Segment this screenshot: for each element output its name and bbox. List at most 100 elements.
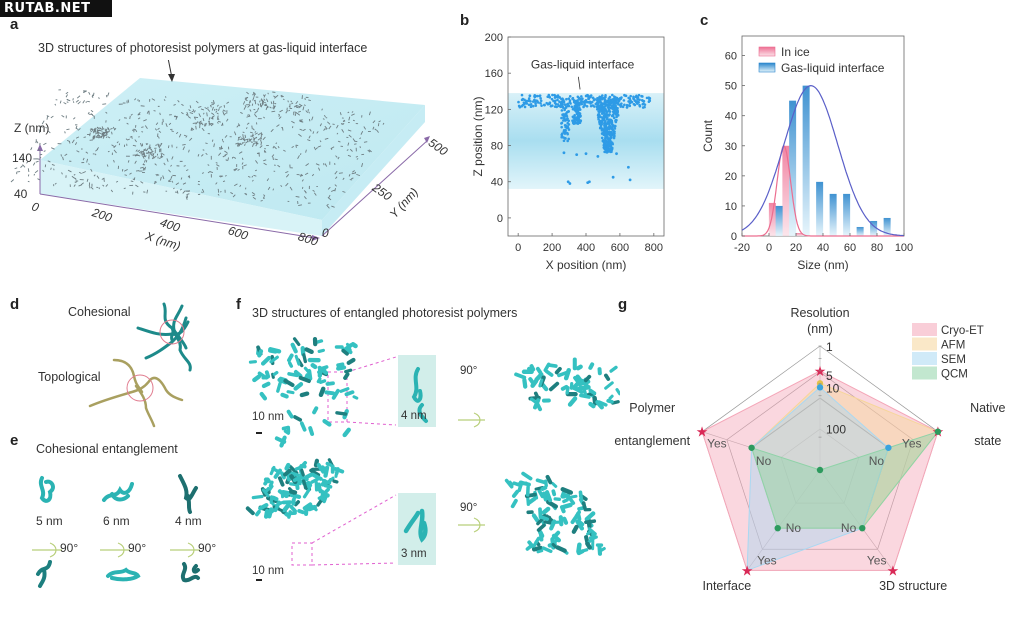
polymer-blob — [545, 490, 553, 503]
scatter-point — [548, 102, 551, 106]
polymer-fragment — [263, 116, 265, 119]
polymer-fragment — [249, 131, 253, 134]
polymer-fragment — [39, 153, 43, 156]
polymer-fragment — [143, 159, 146, 163]
polymer-fragment — [185, 135, 188, 138]
scatter-point — [614, 113, 618, 116]
polymer-fragment — [334, 184, 337, 187]
annotation-label: Gas-liquid interface — [531, 58, 635, 72]
scatter-point — [584, 98, 588, 102]
scatter-point — [527, 99, 531, 102]
zoom-region-bottom — [291, 542, 313, 566]
bar-gas-liquid — [802, 85, 810, 237]
polymer-fragment — [349, 148, 353, 152]
polymer-fragment — [75, 125, 78, 129]
scatter-point — [616, 98, 620, 101]
polymer-fragment — [207, 170, 211, 174]
polymer-fragment — [107, 92, 110, 97]
polymer-blob — [283, 429, 291, 435]
polymer-fragment — [241, 157, 244, 161]
scatter-point — [632, 96, 635, 100]
polymer-fragment — [309, 128, 312, 132]
polymer-blob — [302, 502, 313, 511]
polymer-fragment — [200, 108, 205, 111]
polymer-fragment — [112, 126, 116, 131]
polymer-fragment — [72, 101, 75, 103]
polymer-fragment — [66, 101, 69, 103]
polymer-fragment — [201, 191, 203, 194]
polymer-blob — [274, 436, 287, 444]
polymer-fragment — [244, 99, 248, 102]
polymer-fragment — [338, 172, 343, 174]
polymer-blob — [584, 511, 596, 522]
panel-letter-f: f — [236, 296, 241, 313]
scatter-point — [607, 113, 611, 117]
scatter-point — [607, 102, 610, 106]
polymer-fragment — [279, 109, 283, 113]
polymer-blob — [271, 495, 279, 502]
polymer-fragment — [115, 180, 119, 183]
scatter-point — [567, 123, 571, 126]
polymer-blob — [260, 355, 272, 366]
polymer-fragment — [151, 155, 155, 160]
polymer-fragment — [247, 175, 251, 178]
polymer-fragment — [263, 196, 265, 199]
structure-6nm-top — [102, 482, 134, 502]
rotation-arrow-1 — [32, 542, 62, 558]
scatter-point — [636, 96, 640, 99]
polymer-blob — [345, 342, 352, 352]
x-tick-label: 0 — [766, 242, 772, 254]
polymer-fragment — [64, 131, 66, 134]
polymer-blob — [318, 386, 326, 398]
polymer-fragment — [272, 105, 276, 108]
polymer-blob — [525, 544, 533, 551]
polymer-blob — [299, 464, 307, 469]
scatter-point — [648, 98, 651, 101]
polymer-blob — [511, 489, 520, 498]
polymer-blob — [546, 499, 558, 509]
polymer-fragment — [355, 155, 359, 158]
scatter-point — [554, 94, 557, 98]
scatter-point — [595, 101, 599, 104]
polymer-fragment — [263, 150, 266, 153]
polymer-fragment — [126, 122, 129, 125]
polymer-fragment — [187, 116, 191, 119]
x-tick-label: 800 — [645, 242, 663, 254]
polymer-blob — [316, 498, 324, 507]
panel-letter-g: g — [618, 296, 628, 313]
rotation-arrows — [32, 542, 200, 558]
polymer-fragment — [96, 127, 99, 129]
polymer-fragment — [282, 98, 285, 101]
scatter-point — [528, 94, 532, 98]
size-label-4nm: 4 nm — [175, 514, 202, 528]
polymer-blob — [579, 393, 591, 399]
polymer-blob — [592, 395, 598, 406]
polymer-blob — [504, 478, 514, 489]
polymer-fragment — [105, 136, 108, 139]
scatter-point — [596, 155, 600, 158]
polymer-fragment — [303, 190, 307, 194]
polymer-blob — [280, 471, 286, 480]
scatter-point — [600, 112, 604, 115]
polymer-fragment — [322, 118, 325, 120]
polymer-fragment — [198, 122, 201, 125]
polymer-fragment — [232, 156, 237, 159]
polymer-blob — [575, 364, 583, 371]
polymer-fragment — [77, 101, 81, 105]
scatter-point — [628, 100, 632, 104]
no-label-entanglement: No — [756, 454, 772, 468]
yes-label-3d: Yes — [867, 553, 887, 567]
polymer-fragment — [382, 122, 385, 125]
scatter-point — [531, 104, 535, 108]
structure-6nm-bottom — [106, 567, 141, 582]
legend-label-qcm: QCM — [941, 369, 968, 381]
polymer-fragment — [133, 177, 136, 181]
scatter-point — [611, 114, 615, 118]
polymer-fragment — [157, 143, 160, 148]
polymer-blob — [310, 363, 318, 370]
polymer-blob — [551, 533, 561, 543]
polymer-fragment — [54, 103, 57, 106]
scatter-point — [566, 102, 570, 106]
slab-right-face — [322, 105, 425, 236]
y-tick-label: 40 — [725, 111, 737, 123]
